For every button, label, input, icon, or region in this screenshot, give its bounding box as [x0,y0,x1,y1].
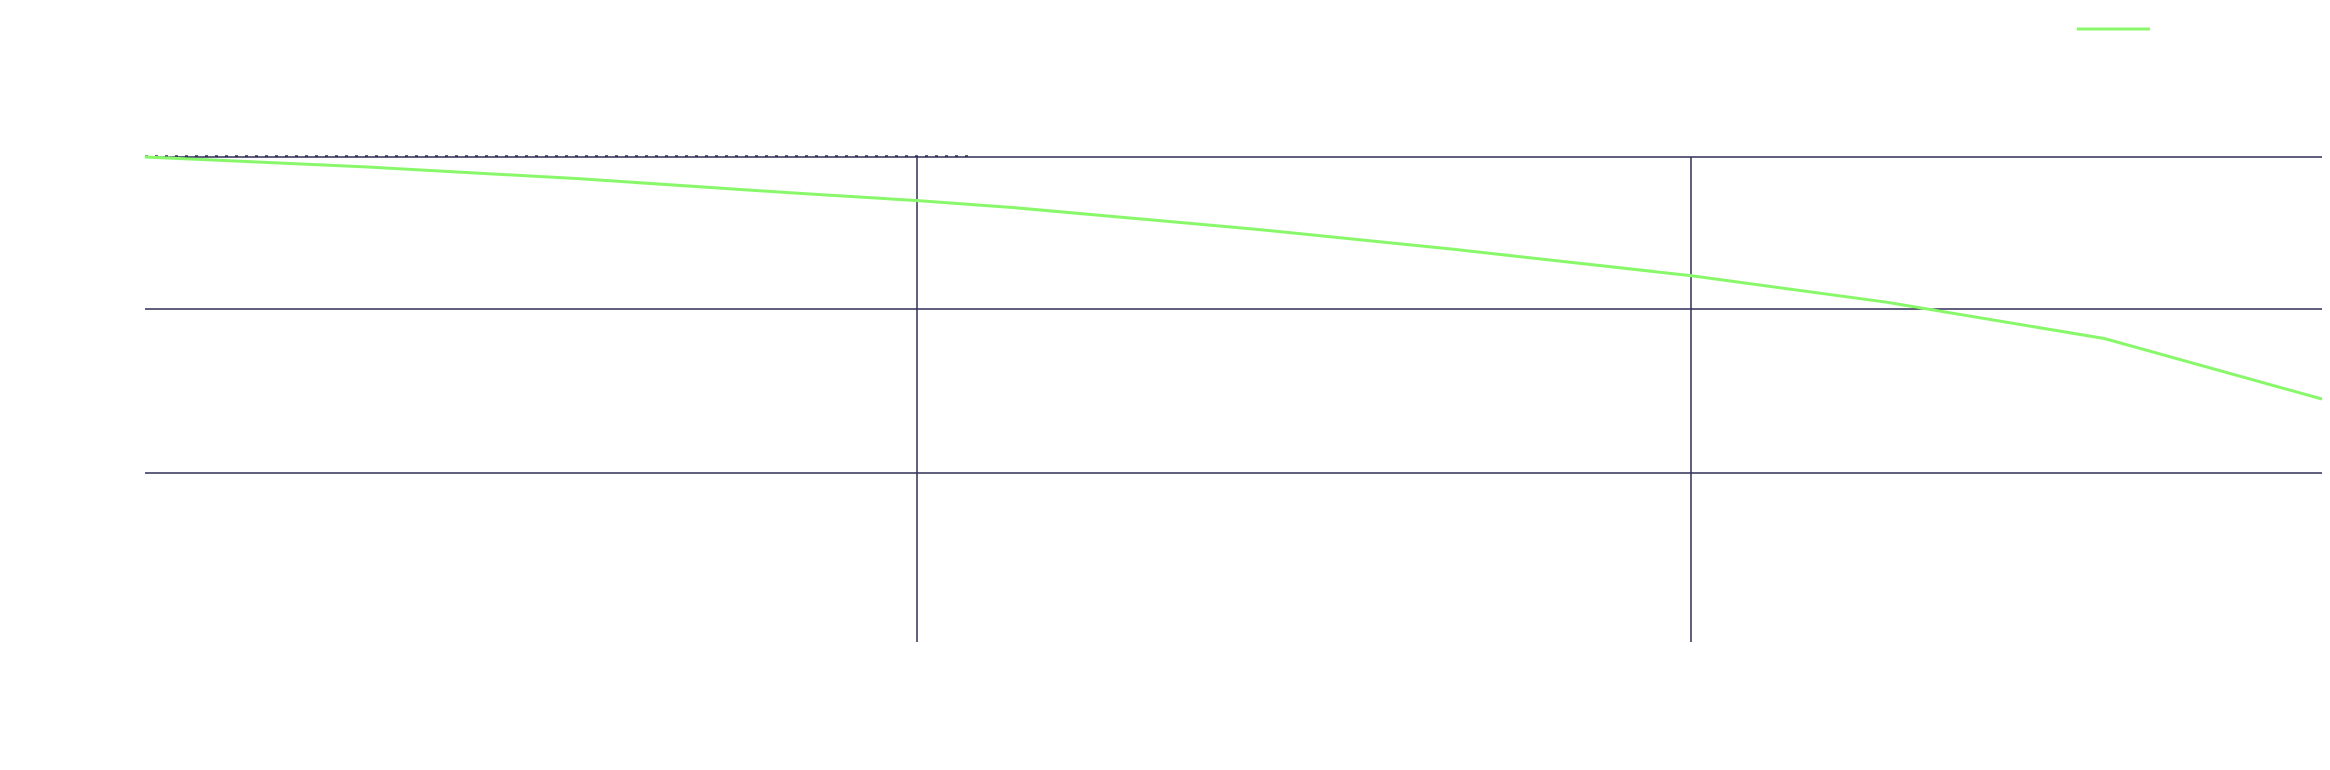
grid [145,155,2322,642]
series-layer [144,155,2323,401]
series-line [144,155,2323,401]
